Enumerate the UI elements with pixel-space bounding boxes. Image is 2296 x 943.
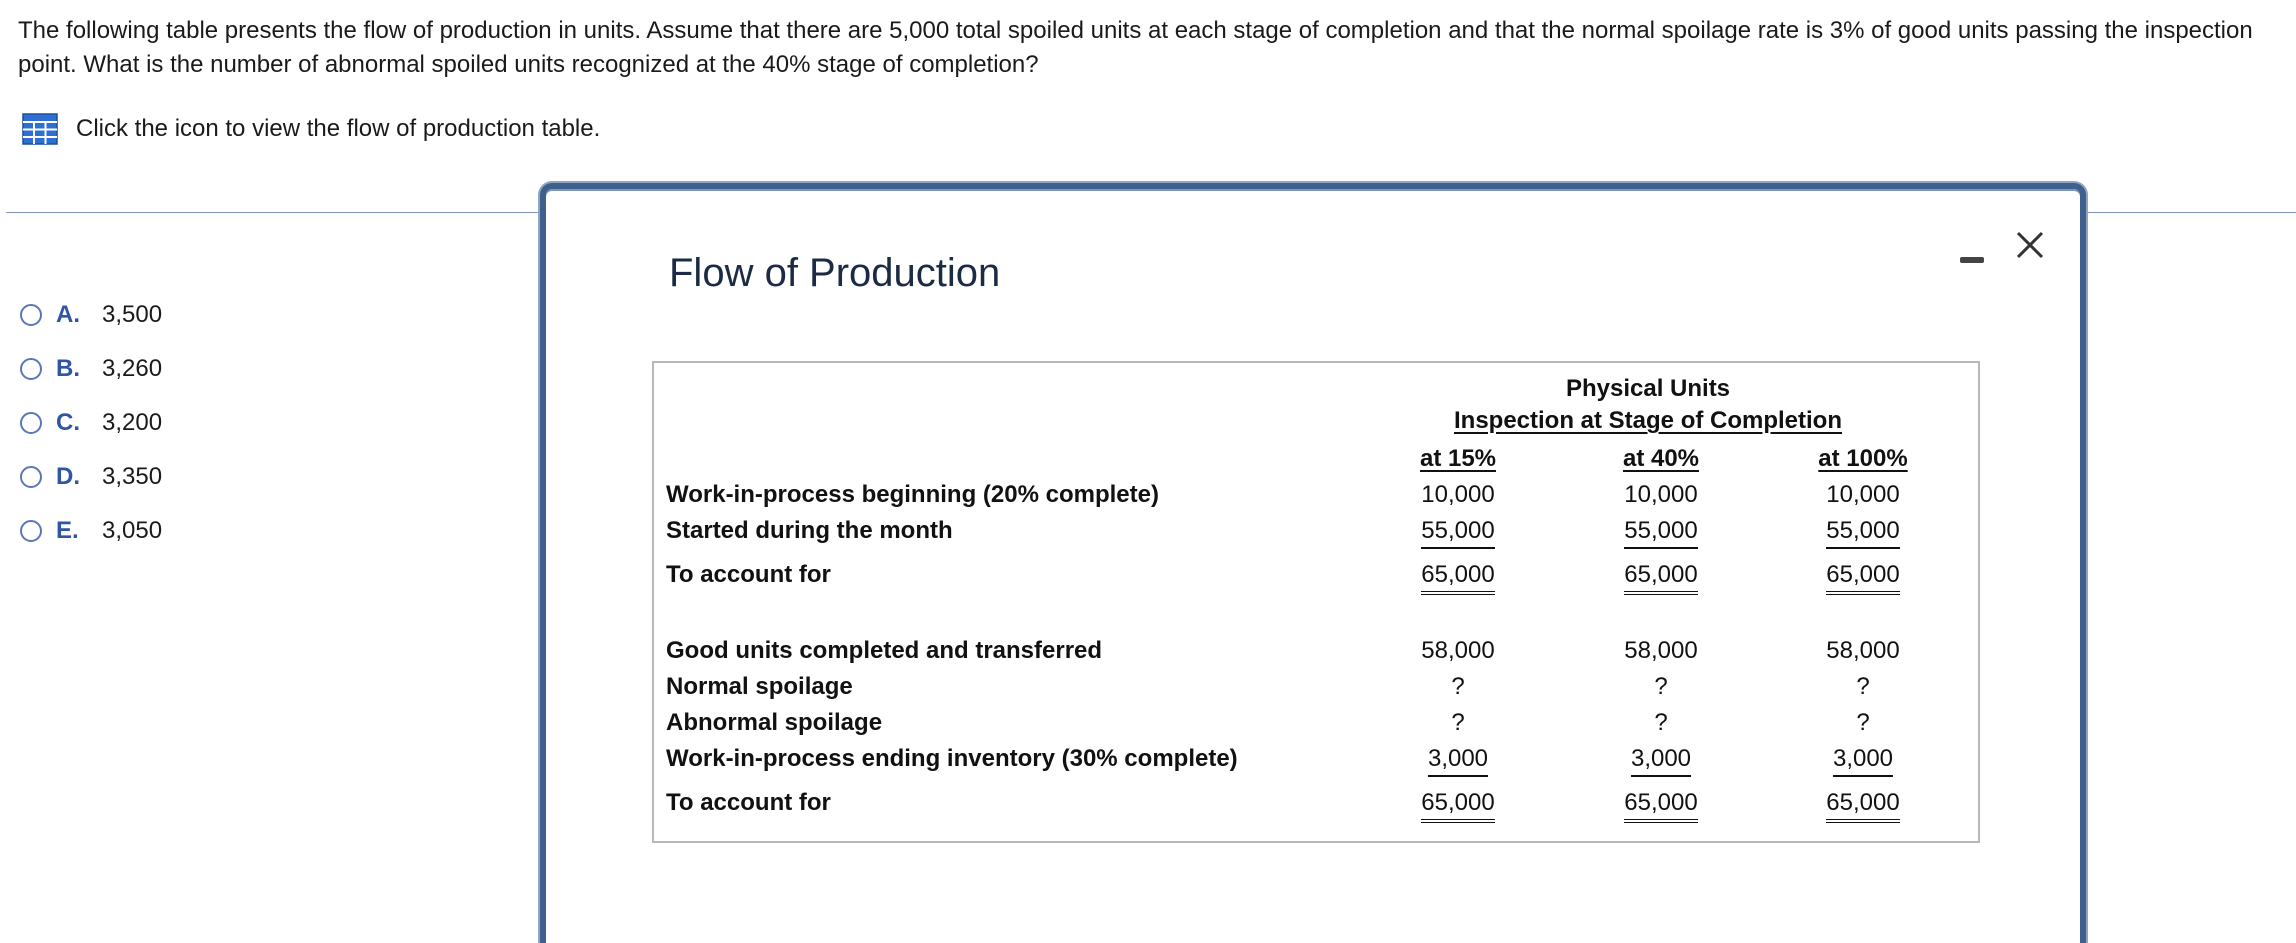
option-d[interactable]: D. 3,350 — [20, 450, 162, 504]
table-cell-wrap: 65,000 — [1403, 789, 1513, 823]
table-row: Work-in-process beginning (20% complete)… — [654, 481, 1978, 515]
flow-of-production-table: Physical Units Inspection at Stage of Co… — [652, 361, 1980, 843]
radio-button[interactable] — [20, 358, 42, 380]
question-text: The following table presents the flow of… — [18, 17, 2253, 78]
column-header: at 15% — [1419, 445, 1497, 472]
table-header-inspection-stage: Inspection at Stage of Completion — [1453, 407, 1843, 434]
table-cell: 55,000 — [1624, 517, 1698, 549]
table-cell-wrap: 55,000 — [1808, 517, 1918, 549]
table-cell: ? — [1654, 709, 1668, 736]
table-cell: 65,000 — [1826, 789, 1900, 823]
option-value: 3,200 — [102, 409, 163, 436]
table-row: To account for 65,000 65,000 65,000 — [654, 561, 1978, 595]
table-cell-wrap: 65,000 — [1606, 789, 1716, 823]
table-cell-wrap: 3,000 — [1403, 745, 1513, 777]
table-row: Started during the month 55,000 55,000 5… — [654, 517, 1978, 551]
table-cell: 10,000 — [1421, 481, 1495, 508]
option-value: 3,050 — [102, 517, 163, 544]
table-cell: 58,000 — [1421, 637, 1495, 664]
row-label: Started during the month — [666, 517, 953, 544]
minimize-button[interactable] — [1954, 243, 1990, 273]
row-label: Work-in-process beginning (20% complete) — [666, 481, 1159, 508]
row-label: Work-in-process ending inventory (30% co… — [666, 745, 1238, 772]
divider-right — [2086, 212, 2296, 213]
table-cell: ? — [1856, 673, 1870, 700]
radio-button[interactable] — [20, 520, 42, 542]
close-icon[interactable] — [2010, 225, 2050, 265]
table-cell-wrap: 55,000 — [1403, 517, 1513, 549]
table-cell: ? — [1451, 673, 1465, 700]
divider-left — [6, 212, 542, 213]
column-headers-row: at 15% at 40% at 100% — [654, 445, 1978, 479]
table-cell: ? — [1451, 709, 1465, 736]
radio-button[interactable] — [20, 466, 42, 488]
radio-button[interactable] — [20, 412, 42, 434]
table-cell-wrap: 3,000 — [1606, 745, 1716, 777]
table-cell-wrap: 55,000 — [1606, 517, 1716, 549]
table-cell: 65,000 — [1826, 561, 1900, 595]
table-cell: ? — [1654, 673, 1668, 700]
modal-title: Flow of Production — [669, 251, 1001, 295]
table-cell: 10,000 — [1826, 481, 1900, 508]
answer-options: A. 3,500 B. 3,260 C. 3,200 D. 3,350 E. 3… — [20, 288, 162, 558]
table-cell: 65,000 — [1624, 789, 1698, 823]
table-cell: 55,000 — [1826, 517, 1900, 549]
row-label: Good units completed and transferred — [666, 637, 1103, 664]
option-letter: B. — [56, 355, 80, 382]
table-grid-icon[interactable] — [22, 113, 58, 145]
view-table-link[interactable]: Click the icon to view the flow of produ… — [22, 112, 600, 146]
row-label: Abnormal spoilage — [666, 709, 883, 736]
table-cell: 10,000 — [1624, 481, 1698, 508]
close-button[interactable] — [2010, 225, 2050, 265]
radio-button[interactable] — [20, 304, 42, 326]
table-cell-wrap: 65,000 — [1606, 561, 1716, 595]
option-value: 3,260 — [102, 355, 163, 382]
table-cell: 65,000 — [1624, 561, 1698, 595]
table-cell: 3,000 — [1832, 745, 1894, 777]
option-a[interactable]: A. 3,500 — [20, 288, 162, 342]
table-header-physical-units: Physical Units — [1565, 375, 1731, 402]
table-cell: 58,000 — [1826, 637, 1900, 664]
table-cell-wrap: 3,000 — [1808, 745, 1918, 777]
table-cell: 3,000 — [1630, 745, 1692, 777]
table-cell-wrap: 65,000 — [1808, 789, 1918, 823]
table-cell: 55,000 — [1421, 517, 1495, 549]
option-letter: C. — [56, 409, 80, 436]
table-row: Good units completed and transferred 58,… — [654, 637, 1978, 671]
option-c[interactable]: C. 3,200 — [20, 396, 162, 450]
minimize-icon[interactable] — [1960, 257, 1984, 263]
table-cell: 65,000 — [1421, 561, 1495, 595]
row-label: To account for — [666, 561, 831, 588]
option-letter: D. — [56, 463, 80, 490]
option-b[interactable]: B. 3,260 — [20, 342, 162, 396]
table-cell-wrap: 65,000 — [1403, 561, 1513, 595]
column-header: at 40% — [1622, 445, 1700, 472]
column-header: at 100% — [1818, 445, 1908, 472]
view-table-link-text[interactable]: Click the icon to view the flow of produ… — [76, 115, 601, 142]
table-row: Work-in-process ending inventory (30% co… — [654, 745, 1978, 779]
table-cell: ? — [1856, 709, 1870, 736]
option-e[interactable]: E. 3,050 — [20, 504, 162, 558]
flow-of-production-modal: Flow of Production Physical Units Inspec… — [540, 183, 2086, 943]
row-label: To account for — [666, 789, 831, 816]
option-value: 3,500 — [102, 301, 163, 328]
option-letter: A. — [56, 301, 80, 328]
row-label: Normal spoilage — [666, 673, 853, 700]
table-cell: 58,000 — [1624, 637, 1698, 664]
table-cell: 65,000 — [1421, 789, 1495, 823]
table-row: Normal spoilage ? ? ? — [654, 673, 1978, 707]
table-row: Abnormal spoilage ? ? ? — [654, 709, 1978, 743]
option-value: 3,350 — [102, 463, 163, 490]
table-cell-wrap: 65,000 — [1808, 561, 1918, 595]
table-cell: 3,000 — [1427, 745, 1489, 777]
option-letter: E. — [56, 517, 79, 544]
table-row: To account for 65,000 65,000 65,000 — [654, 789, 1978, 823]
